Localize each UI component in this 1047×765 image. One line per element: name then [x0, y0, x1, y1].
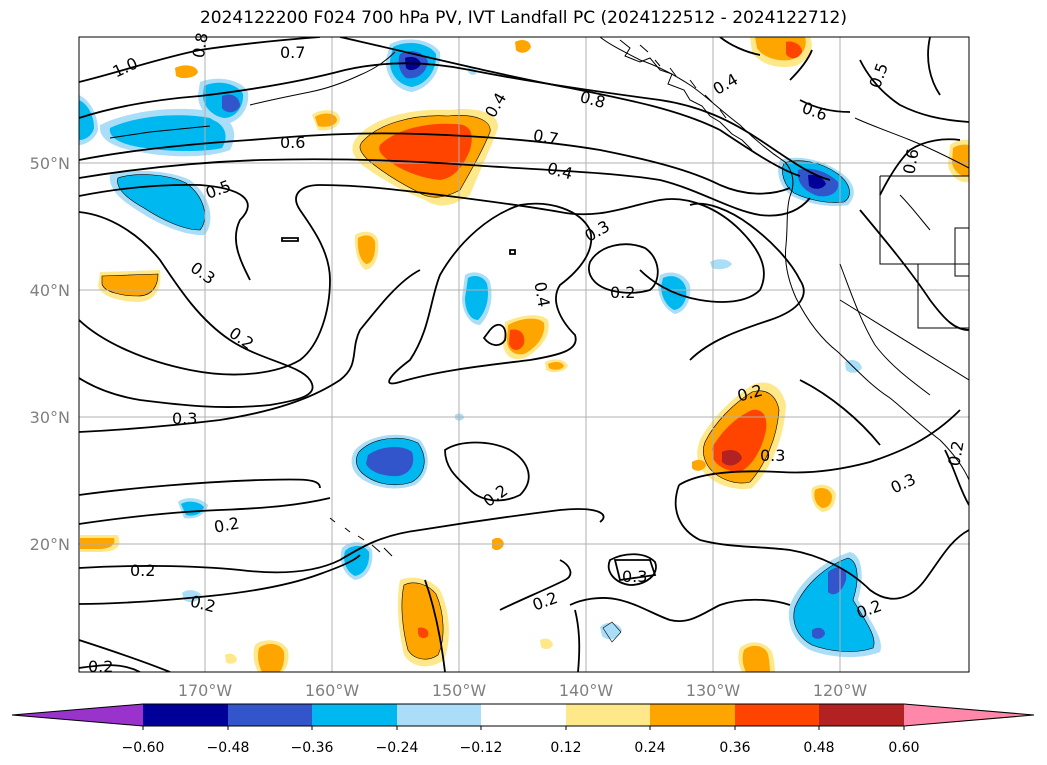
contour-label: 0.2: [480, 481, 512, 511]
colorbar-segment: [566, 704, 650, 726]
colorbar-segment: [228, 704, 312, 726]
colorbar-segment: [12, 704, 143, 726]
colorbar-tick-label: −0.36: [291, 740, 334, 756]
contour-label: 0.4: [710, 69, 742, 98]
contour-label: 0.4: [530, 280, 553, 308]
contour-label: 0.7: [532, 126, 560, 149]
colorbar-tick-label: −0.60: [122, 740, 165, 756]
colorbar-segment: [650, 704, 735, 726]
latitude-labels: 50°N 40°N 30°N 20°N: [30, 154, 70, 554]
pc-shading: [79, 37, 969, 672]
contour-label: 0.7: [280, 43, 305, 62]
contour-label: 0.4: [545, 158, 575, 183]
contour-label: 0.6: [800, 98, 830, 125]
lon-label: 130°W: [686, 681, 741, 700]
colorbar-tick-label: −0.12: [460, 740, 503, 756]
contour-label: 0.6: [280, 133, 305, 152]
colorbar-tick-label: 0.36: [719, 740, 750, 756]
contour-label: 0.5: [865, 60, 892, 90]
contour-label: 0.8: [189, 31, 212, 59]
colorbar-segment: [312, 704, 397, 726]
lat-label: 40°N: [30, 281, 70, 300]
contour-label: 0.2: [226, 323, 258, 353]
pv-contours: [79, 37, 969, 672]
contour-label: 0.2: [944, 439, 967, 467]
negative-shading: [79, 39, 881, 658]
lat-label: 30°N: [30, 408, 70, 427]
map-frame: [78, 36, 970, 673]
colorbar-segment: [481, 704, 566, 726]
colorbar-segment: [819, 704, 904, 726]
lon-label: 120°W: [813, 681, 868, 700]
lat-label: 20°N: [30, 535, 70, 554]
contour-label: 0.3: [622, 567, 647, 586]
colorbar-tick-label: 0.60: [888, 740, 919, 756]
contour-label: 0.3: [760, 446, 785, 465]
colorbar-segment: [143, 704, 228, 726]
colorbar-segment: [904, 704, 1034, 726]
colorbar-tick-label: 0.12: [550, 740, 581, 756]
pv-contour-islands: [281, 237, 657, 582]
colorbar-tick-label: 0.48: [803, 740, 834, 756]
lat-label: 50°N: [30, 154, 70, 173]
contour-label: 0.2: [530, 588, 560, 615]
lon-label: 170°W: [178, 681, 233, 700]
contour-label: 0.3: [187, 258, 219, 288]
contour-label: 0.5: [203, 176, 233, 203]
colorbar-tick-label: −0.48: [207, 740, 250, 756]
map-title: 2024122200 F024 700 hPa PV, IVT Landfall…: [199, 8, 847, 28]
lon-label: 160°W: [305, 681, 360, 700]
contour-label: 0.2: [854, 596, 884, 623]
contour-label: 0.3: [888, 469, 919, 497]
contour-label: 1.0: [110, 53, 141, 81]
contour-label: 0.3: [172, 409, 197, 428]
colorbar-tick-label: −0.24: [376, 740, 419, 756]
contour-label: 0.2: [88, 657, 113, 676]
shading-outlines: [101, 115, 875, 660]
contour-label: 0.6: [899, 147, 922, 175]
contour-label: 0.8: [578, 87, 608, 112]
colorbar-segment: [735, 704, 819, 726]
contour-label: 0.2: [213, 514, 241, 537]
longitude-labels: 170°W 160°W 150°W 140°W 130°W 120°W: [178, 681, 868, 700]
contour-label: 0.2: [130, 561, 155, 580]
colorbar-tick-label: 0.24: [634, 740, 665, 756]
colorbar-segment: [397, 704, 481, 726]
lon-label: 150°W: [432, 681, 487, 700]
lon-label: 140°W: [559, 681, 614, 700]
contour-label: 0.2: [610, 283, 635, 302]
colorbar: −0.60 −0.48 −0.36 −0.24 −0.12 0.12 0.24 …: [11, 703, 1035, 756]
